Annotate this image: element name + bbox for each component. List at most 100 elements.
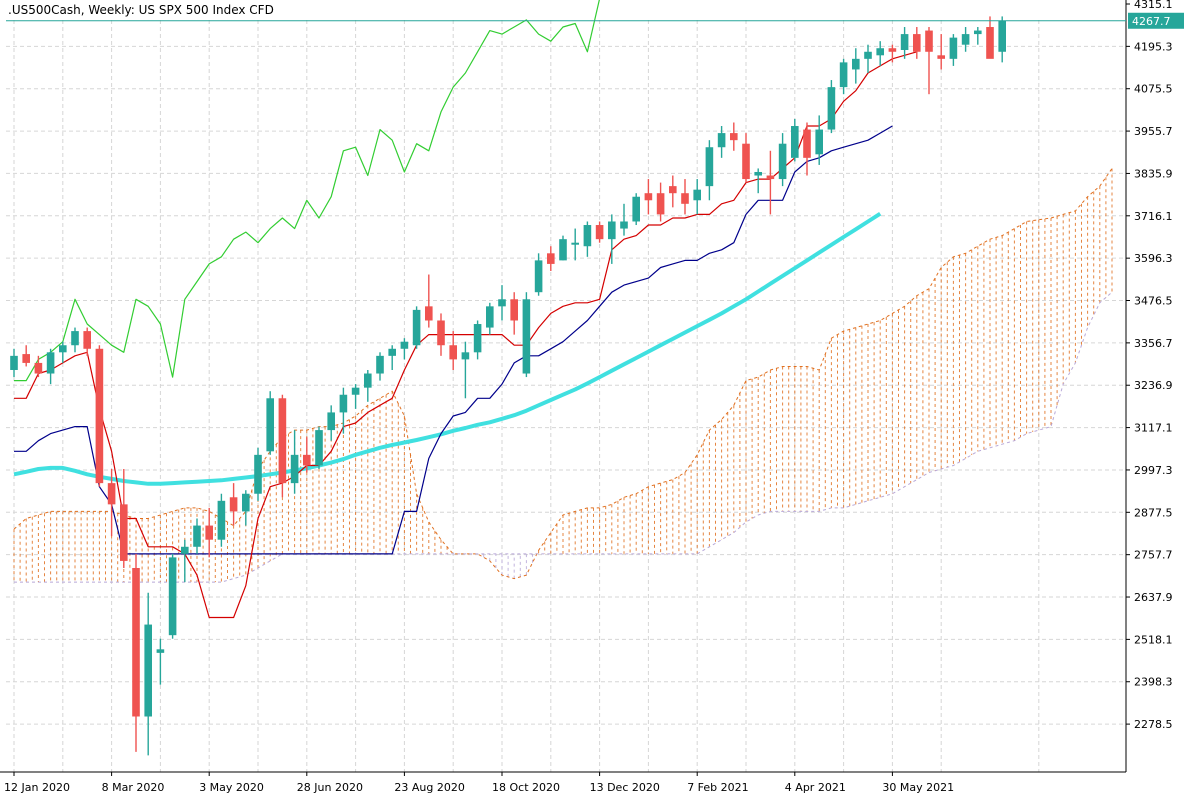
bull-candle[interactable]	[876, 48, 884, 56]
bull-candle[interactable]	[754, 171, 762, 176]
bull-candle[interactable]	[315, 430, 323, 466]
bull-candle[interactable]	[254, 454, 262, 494]
bull-candle[interactable]	[608, 221, 616, 240]
y-tick-label: 4195.3	[1134, 40, 1173, 53]
bull-candle[interactable]	[486, 306, 494, 328]
bull-candle[interactable]	[10, 355, 18, 370]
bull-candle[interactable]	[900, 34, 909, 51]
y-tick-label: 3716.1	[1134, 210, 1173, 223]
bull-candle[interactable]	[974, 30, 982, 35]
bear-candle[interactable]	[278, 398, 287, 484]
y-tick-label: 4315.1	[1134, 0, 1173, 11]
bear-candle[interactable]	[681, 193, 689, 204]
bull-candle[interactable]	[864, 51, 872, 59]
bull-candle[interactable]	[778, 143, 787, 180]
moving-average-line	[13, 212, 882, 486]
bull-candle[interactable]	[571, 242, 579, 245]
bull-candle[interactable]	[327, 412, 335, 431]
bull-candle[interactable]	[791, 126, 799, 158]
bear-candle[interactable]	[644, 193, 653, 201]
bear-candle[interactable]	[888, 48, 897, 52]
bull-candle[interactable]	[388, 348, 396, 356]
bull-candle[interactable]	[46, 352, 55, 374]
bull-candle[interactable]	[242, 493, 250, 512]
bull-candle[interactable]	[59, 345, 67, 353]
bull-candle[interactable]	[339, 394, 348, 413]
bull-candle[interactable]	[217, 500, 226, 540]
bull-candle[interactable]	[193, 525, 201, 547]
y-tick-label: 2757.7	[1134, 549, 1173, 562]
bull-candle[interactable]	[290, 454, 299, 484]
bull-candle[interactable]	[400, 341, 409, 349]
bull-candle[interactable]	[815, 129, 823, 155]
bull-candle[interactable]	[473, 324, 482, 353]
current-price-badge	[1128, 12, 1184, 29]
bull-candle[interactable]	[376, 355, 384, 374]
candlesticks	[10, 16, 1006, 756]
bear-candle[interactable]	[303, 454, 311, 466]
bear-candle[interactable]	[925, 30, 933, 52]
y-tick-label: 3955.7	[1134, 125, 1173, 138]
bear-candle[interactable]	[937, 55, 945, 59]
bull-candle[interactable]	[266, 398, 274, 452]
bear-candle[interactable]	[595, 225, 604, 240]
bear-candle[interactable]	[34, 362, 43, 374]
bear-candle[interactable]	[742, 143, 750, 180]
bull-candle[interactable]	[620, 221, 628, 229]
bear-candle[interactable]	[656, 193, 665, 215]
bull-candle[interactable]	[168, 557, 177, 636]
bull-candle[interactable]	[71, 331, 79, 346]
bull-candle[interactable]	[181, 546, 189, 554]
bear-candle[interactable]	[205, 525, 213, 540]
bull-candle[interactable]	[961, 34, 970, 45]
y-tick-label: 2637.9	[1134, 591, 1173, 604]
x-tick-label: 3 May 2020	[199, 781, 264, 794]
bear-candle[interactable]	[437, 320, 445, 346]
bear-candle[interactable]	[95, 348, 104, 484]
x-tick-label: 28 Jun 2020	[297, 781, 363, 794]
bear-candle[interactable]	[22, 354, 30, 363]
bear-candle[interactable]	[229, 497, 238, 512]
bear-candle[interactable]	[120, 504, 128, 561]
bull-candle[interactable]	[998, 20, 1006, 52]
bear-candle[interactable]	[425, 306, 433, 321]
bull-candle[interactable]	[827, 87, 836, 130]
bear-candle[interactable]	[766, 175, 775, 180]
bull-candle[interactable]	[144, 624, 152, 717]
bear-candle[interactable]	[132, 567, 140, 717]
bear-candle[interactable]	[669, 186, 677, 194]
bear-candle[interactable]	[913, 34, 921, 52]
bull-candle[interactable]	[461, 352, 470, 360]
bull-candle[interactable]	[559, 239, 567, 261]
senkou-span-b-line	[14, 291, 1113, 583]
bear-candle[interactable]	[83, 331, 91, 349]
bull-candle[interactable]	[705, 147, 714, 187]
y-tick-label: 2997.3	[1134, 464, 1173, 477]
bull-candle[interactable]	[412, 309, 421, 346]
bear-candle[interactable]	[547, 253, 555, 264]
axes	[0, 0, 1130, 776]
bull-candle[interactable]	[852, 58, 860, 70]
bear-candle[interactable]	[730, 133, 738, 141]
x-tick-label: 7 Feb 2021	[687, 781, 748, 794]
y-tick-label: 4075.5	[1134, 83, 1173, 96]
bear-candle[interactable]	[510, 299, 518, 321]
bull-candle[interactable]	[351, 387, 360, 395]
bull-candle[interactable]	[839, 62, 848, 88]
bear-candle[interactable]	[803, 129, 811, 158]
bull-candle[interactable]	[717, 133, 726, 148]
bear-candle[interactable]	[107, 483, 116, 505]
bull-candle[interactable]	[949, 37, 958, 59]
bull-candle[interactable]	[364, 373, 372, 388]
bear-candle[interactable]	[986, 27, 994, 59]
bull-candle[interactable]	[632, 196, 640, 222]
bull-candle[interactable]	[498, 299, 506, 307]
bull-candle[interactable]	[583, 225, 592, 247]
bull-candle[interactable]	[693, 189, 701, 201]
bull-candle[interactable]	[522, 299, 531, 374]
bull-candle[interactable]	[534, 260, 543, 293]
bear-candle[interactable]	[449, 345, 457, 360]
bull-candle[interactable]	[156, 649, 165, 653]
senkou-span-a-line	[13, 168, 1113, 580]
